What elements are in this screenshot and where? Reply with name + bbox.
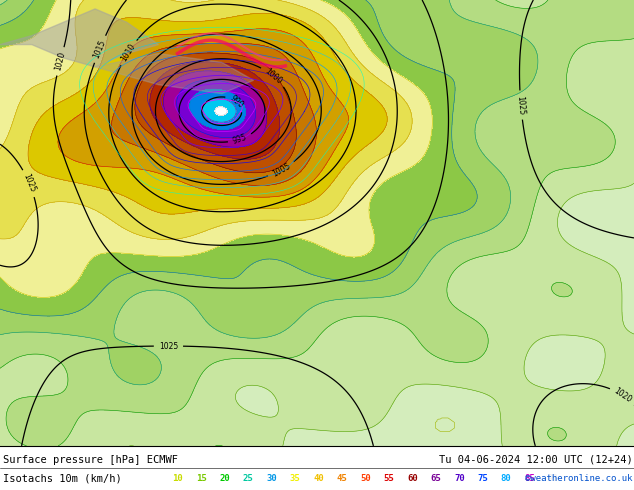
Text: Isotachs 10m (km/h): Isotachs 10m (km/h) — [3, 474, 122, 484]
Text: 75: 75 — [477, 474, 488, 484]
Text: 50: 50 — [360, 474, 371, 484]
Text: 1010: 1010 — [119, 42, 137, 63]
Text: 20: 20 — [219, 474, 230, 484]
Text: 30: 30 — [266, 474, 277, 484]
Text: ©weatheronline.co.uk: ©weatheronline.co.uk — [525, 474, 633, 484]
Text: 1020: 1020 — [54, 51, 67, 72]
Text: 25: 25 — [243, 474, 254, 484]
Text: 85: 85 — [524, 474, 535, 484]
Text: Tu 04-06-2024 12:00 UTC (12+24): Tu 04-06-2024 12:00 UTC (12+24) — [439, 455, 633, 465]
Text: 1025: 1025 — [515, 95, 526, 115]
Text: 80: 80 — [501, 474, 512, 484]
Text: 60: 60 — [407, 474, 418, 484]
Text: 995: 995 — [231, 133, 249, 146]
Text: Surface pressure [hPa] ECMWF: Surface pressure [hPa] ECMWF — [3, 455, 178, 465]
Text: 990: 990 — [228, 94, 245, 110]
Text: 1025: 1025 — [158, 342, 178, 350]
Text: 40: 40 — [313, 474, 324, 484]
Text: 1015: 1015 — [92, 39, 108, 60]
Text: 45: 45 — [337, 474, 347, 484]
Text: 70: 70 — [454, 474, 465, 484]
Text: 1000: 1000 — [263, 67, 283, 86]
Polygon shape — [95, 53, 254, 94]
Text: 35: 35 — [290, 474, 301, 484]
Text: 1020: 1020 — [612, 387, 633, 405]
Text: 1005: 1005 — [271, 161, 292, 178]
Text: 10: 10 — [172, 474, 183, 484]
Text: 1025: 1025 — [22, 172, 37, 194]
Text: 15: 15 — [196, 474, 207, 484]
Text: 55: 55 — [384, 474, 394, 484]
Polygon shape — [0, 9, 158, 67]
Text: 65: 65 — [430, 474, 441, 484]
Text: 90: 90 — [548, 474, 559, 484]
